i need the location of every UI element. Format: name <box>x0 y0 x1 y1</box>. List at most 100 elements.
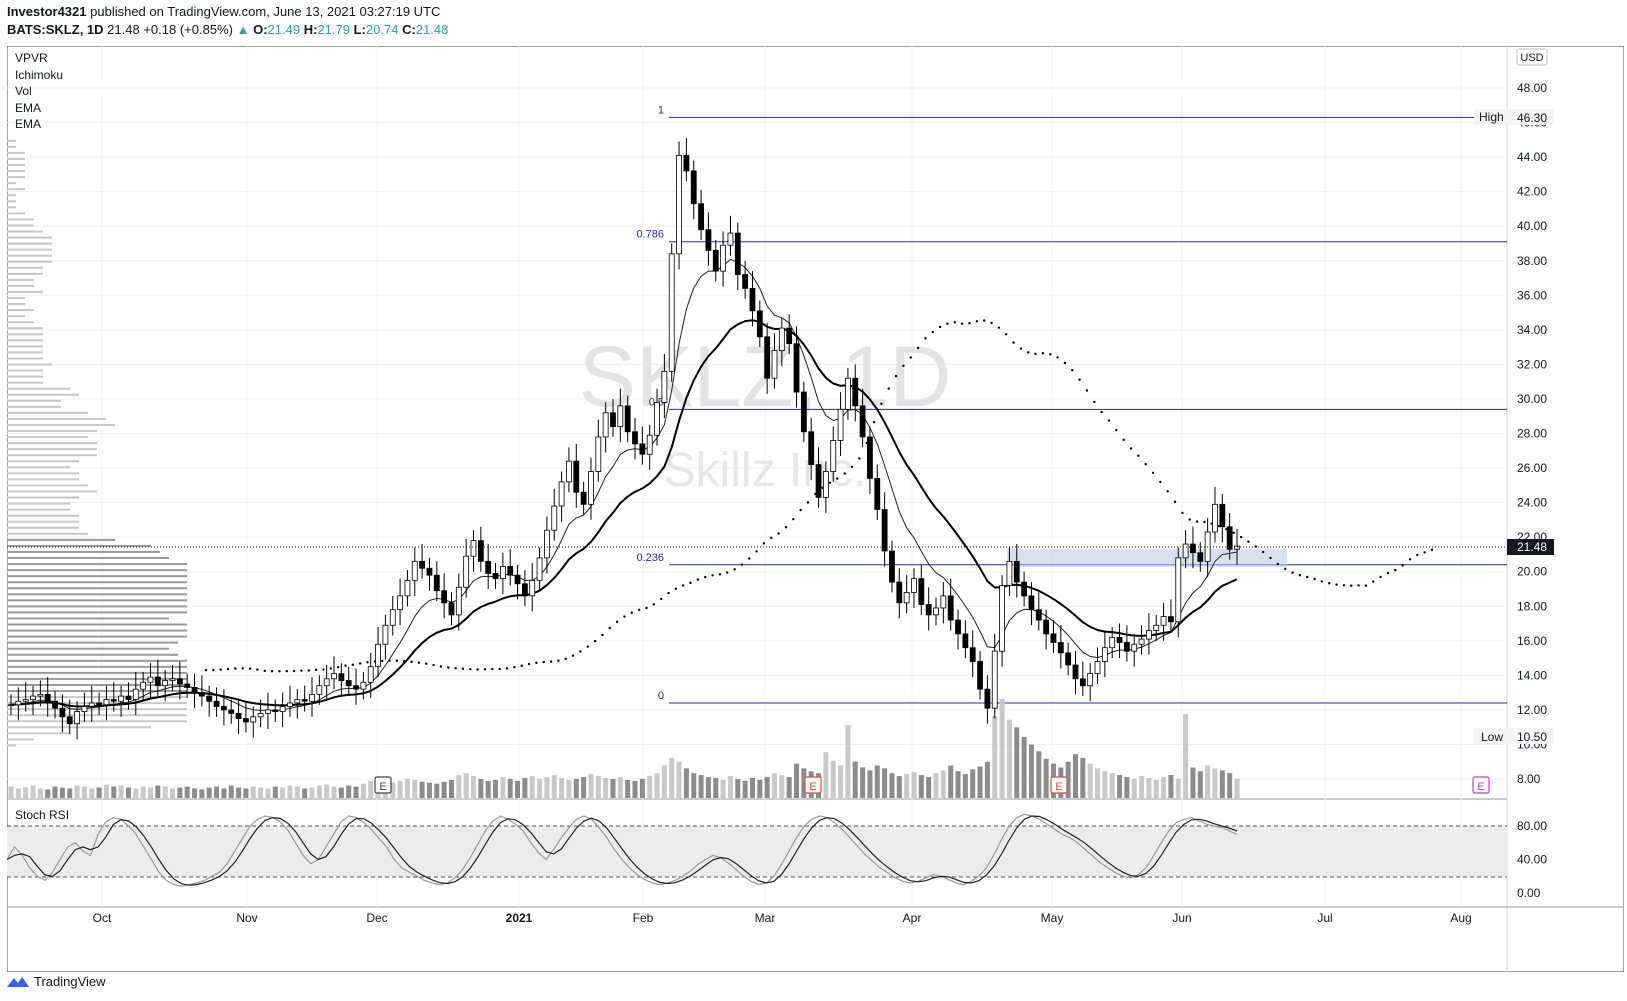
ichimoku-dot <box>1232 531 1235 535</box>
fib-level-label: 0 <box>658 690 664 702</box>
candle-down <box>734 232 741 275</box>
ichimoku-dot <box>1372 580 1375 583</box>
candle-down <box>96 702 102 706</box>
indicator-ema-1[interactable]: EMA <box>15 101 41 115</box>
volume-bar <box>625 779 631 798</box>
vpvr-bar <box>7 454 97 457</box>
volume-bar <box>1014 727 1020 798</box>
ichimoku-dot <box>469 668 472 671</box>
price-tick-label: 42.00 <box>1517 185 1547 199</box>
volume-bar <box>676 761 682 798</box>
vpvr-bar <box>7 405 61 408</box>
ichimoku-dot <box>1034 352 1037 355</box>
candle-up <box>911 578 917 593</box>
ichimoku-dot <box>248 667 252 670</box>
volume-bar <box>258 787 264 798</box>
volume-bar <box>265 788 271 798</box>
candle-down <box>154 676 161 687</box>
ichimoku-dot <box>946 322 949 325</box>
vpvr-bar <box>7 423 115 426</box>
ichimoku-dot <box>579 650 582 653</box>
ichimoku-dot <box>836 477 839 480</box>
vpvr-bar <box>7 381 43 384</box>
time-axis[interactable]: Oct Nov Dec 2021 Feb Mar Apr May Jun Jul Aug <box>93 911 1472 925</box>
volume-bar <box>463 773 469 798</box>
volume-bar <box>125 787 131 798</box>
ichimoku-dot <box>806 501 810 504</box>
ichimoku-dot <box>476 668 479 671</box>
candle-down <box>1123 642 1130 652</box>
support-zone[interactable] <box>1007 549 1287 567</box>
ichimoku-dot <box>329 667 333 670</box>
price-tick-label: 12.00 <box>1517 703 1547 717</box>
ichimoku-dot <box>887 387 890 390</box>
ichimoku-dot <box>924 337 927 340</box>
volume-bar <box>860 767 866 798</box>
brand-label[interactable]: TradingView <box>34 974 106 989</box>
ichimoku-dot <box>1027 351 1030 354</box>
volume-bar <box>184 786 190 798</box>
candle-down <box>243 718 249 723</box>
indicator-stoch-rsi[interactable]: Stoch RSI <box>15 808 69 822</box>
candle-up <box>8 704 14 707</box>
volume-bar <box>1197 771 1203 798</box>
tradingview-logo-icon[interactable] <box>6 975 30 989</box>
candle-up <box>74 711 80 725</box>
volume-bar <box>962 774 968 798</box>
volume-bar <box>478 778 484 798</box>
ichimoku-dot <box>358 662 362 665</box>
ichimoku-dot <box>755 550 758 553</box>
ichimoku-dot <box>858 457 861 460</box>
author-name[interactable]: Investor4321 <box>7 4 87 19</box>
vpvr-bar <box>7 230 43 233</box>
currency-badge[interactable]: USD <box>1516 48 1548 66</box>
volume-bar <box>67 788 73 798</box>
candle-up <box>999 585 1005 652</box>
vpvr-bar <box>7 430 97 433</box>
volume-bar <box>23 787 29 798</box>
volume-bar <box>236 787 242 798</box>
candle-up <box>15 700 22 706</box>
candle-up <box>22 699 29 702</box>
indicator-ema-2[interactable]: EMA <box>15 117 41 131</box>
price-tick-label: 30.00 <box>1517 392 1547 406</box>
vpvr-bar <box>7 690 187 693</box>
price-tick-label: 36.00 <box>1517 288 1547 302</box>
ichimoku-dot <box>645 606 648 610</box>
ichimoku-cloud <box>204 319 1434 673</box>
ichimoku-dot <box>234 667 237 670</box>
symbol-label[interactable]: BATS:SKLZ, 1D <box>7 22 104 37</box>
ichimoku-dot <box>1328 582 1331 585</box>
volume-bar <box>838 765 844 798</box>
vpvr-bar <box>7 200 16 203</box>
volume-bar <box>493 779 499 798</box>
candle-up <box>1101 647 1108 662</box>
vpvr-bar <box>7 224 34 227</box>
candle-up <box>81 706 88 713</box>
volume-bar <box>698 775 704 798</box>
candle-down <box>977 661 983 690</box>
volume-bar <box>170 788 176 798</box>
volume-bar <box>302 788 308 798</box>
vpvr-bar <box>7 520 79 523</box>
candle-down <box>764 336 771 379</box>
candle-up <box>470 540 477 557</box>
vpvr-bar <box>7 266 43 269</box>
vpvr-bar <box>7 194 16 197</box>
indicator-ichimoku[interactable]: Ichimoku <box>15 68 63 82</box>
candle-up <box>778 327 785 351</box>
ichimoku-dot <box>1071 369 1074 372</box>
vpvr-bar <box>7 248 52 251</box>
ichimoku-dot <box>395 659 399 662</box>
indicator-volume[interactable]: Vol <box>15 84 32 98</box>
candle-up <box>169 678 176 681</box>
ichimoku-dot <box>1342 584 1346 587</box>
ichimoku-dot <box>1159 480 1162 484</box>
indicator-vpvr[interactable]: VPVR <box>15 51 48 65</box>
candle-up <box>309 693 315 702</box>
ohlc-low: L:20.74 <box>353 22 399 37</box>
ichimoku-dot <box>733 568 736 571</box>
vpvr-bar <box>7 514 79 517</box>
